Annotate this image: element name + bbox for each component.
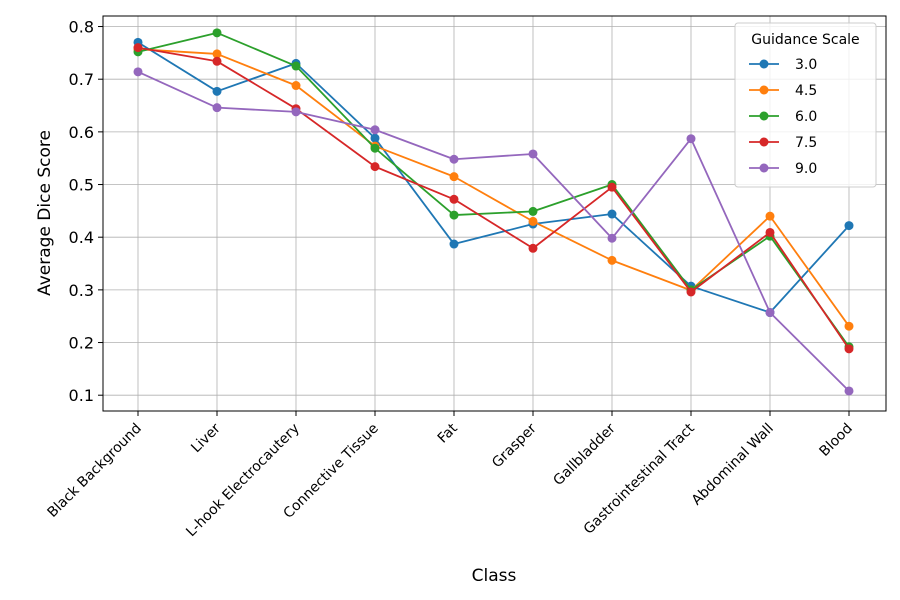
data-point (765, 308, 775, 318)
data-point (370, 143, 380, 153)
data-point (133, 43, 143, 53)
x-tick-label: Liver (188, 420, 224, 456)
y-axis: 0.1 0.2 0.3 0.4 0.5 0.6 0.7 0.8 (69, 18, 103, 405)
legend-label: 9.0 (795, 161, 817, 177)
data-point (370, 125, 380, 135)
data-point (607, 182, 617, 192)
legend-label: 7.5 (795, 135, 817, 151)
x-tick-label: Gallbladder (550, 420, 619, 489)
series-layer (133, 28, 854, 396)
y-tick-label: 0.6 (69, 123, 94, 142)
y-tick-label: 0.1 (69, 386, 94, 405)
x-axis-title: Class (472, 566, 517, 586)
plot-frame (102, 15, 887, 412)
legend: Guidance Scale 3.0 4.5 6.0 7.5 9.0 (734, 22, 877, 188)
series-line (137, 41, 850, 314)
data-point (449, 210, 459, 220)
data-point (291, 107, 301, 117)
data-point (686, 134, 696, 144)
legend-label: 3.0 (795, 57, 817, 73)
legend-item: 6.0 (749, 109, 817, 125)
x-tick-label: Abdominal Wall (689, 421, 777, 509)
data-point (449, 154, 459, 164)
data-point (291, 81, 301, 91)
series-line (137, 46, 850, 350)
x-tick-label: Fat (435, 420, 461, 446)
y-tick-label: 0.4 (69, 228, 94, 247)
data-point (844, 221, 854, 231)
legend-marker (759, 111, 769, 121)
series-9.0 (133, 67, 854, 396)
data-point (212, 103, 222, 113)
data-point (291, 61, 301, 71)
y-tick-label: 0.7 (69, 70, 94, 89)
data-point (765, 211, 775, 221)
legend-marker (759, 59, 769, 69)
data-point (212, 49, 222, 59)
y-axis-title: Average Dice Score (35, 130, 55, 296)
data-point (844, 344, 854, 354)
legend-label: 4.5 (795, 83, 817, 99)
data-point (212, 28, 222, 38)
data-point (212, 56, 222, 66)
data-point (449, 172, 459, 182)
data-point (528, 149, 538, 159)
legend-item: 9.0 (749, 161, 817, 177)
y-tick-label: 0.5 (69, 176, 94, 195)
data-point (528, 206, 538, 216)
legend-item: 3.0 (749, 57, 817, 73)
x-tick-label: Blood (817, 421, 856, 460)
legend-marker (759, 163, 769, 173)
legend-item: 4.5 (749, 83, 817, 99)
legend-marker (759, 137, 769, 147)
series-3.0 (133, 37, 854, 318)
data-point (844, 386, 854, 396)
y-tick-label: 0.8 (69, 18, 94, 37)
series-line (137, 48, 850, 327)
data-point (370, 133, 380, 143)
legend-item: 7.5 (749, 135, 817, 151)
data-point (212, 86, 222, 96)
series-line (137, 71, 850, 392)
data-point (607, 209, 617, 219)
data-point (133, 67, 143, 77)
data-point (765, 227, 775, 237)
data-point (686, 287, 696, 297)
data-point (844, 321, 854, 331)
legend-marker (759, 85, 769, 95)
legend-title: Guidance Scale (751, 32, 859, 48)
data-point (449, 194, 459, 204)
data-point (607, 233, 617, 243)
data-point (607, 255, 617, 265)
x-tick-label: Grasper (489, 420, 540, 471)
legend-label: 6.0 (795, 109, 817, 125)
x-tick-label: Black Background (45, 421, 145, 521)
data-point (370, 162, 380, 172)
data-point (449, 239, 459, 249)
data-point (528, 216, 538, 226)
y-tick-label: 0.3 (69, 281, 94, 300)
data-point (528, 243, 538, 253)
y-tick-label: 0.2 (69, 334, 94, 353)
